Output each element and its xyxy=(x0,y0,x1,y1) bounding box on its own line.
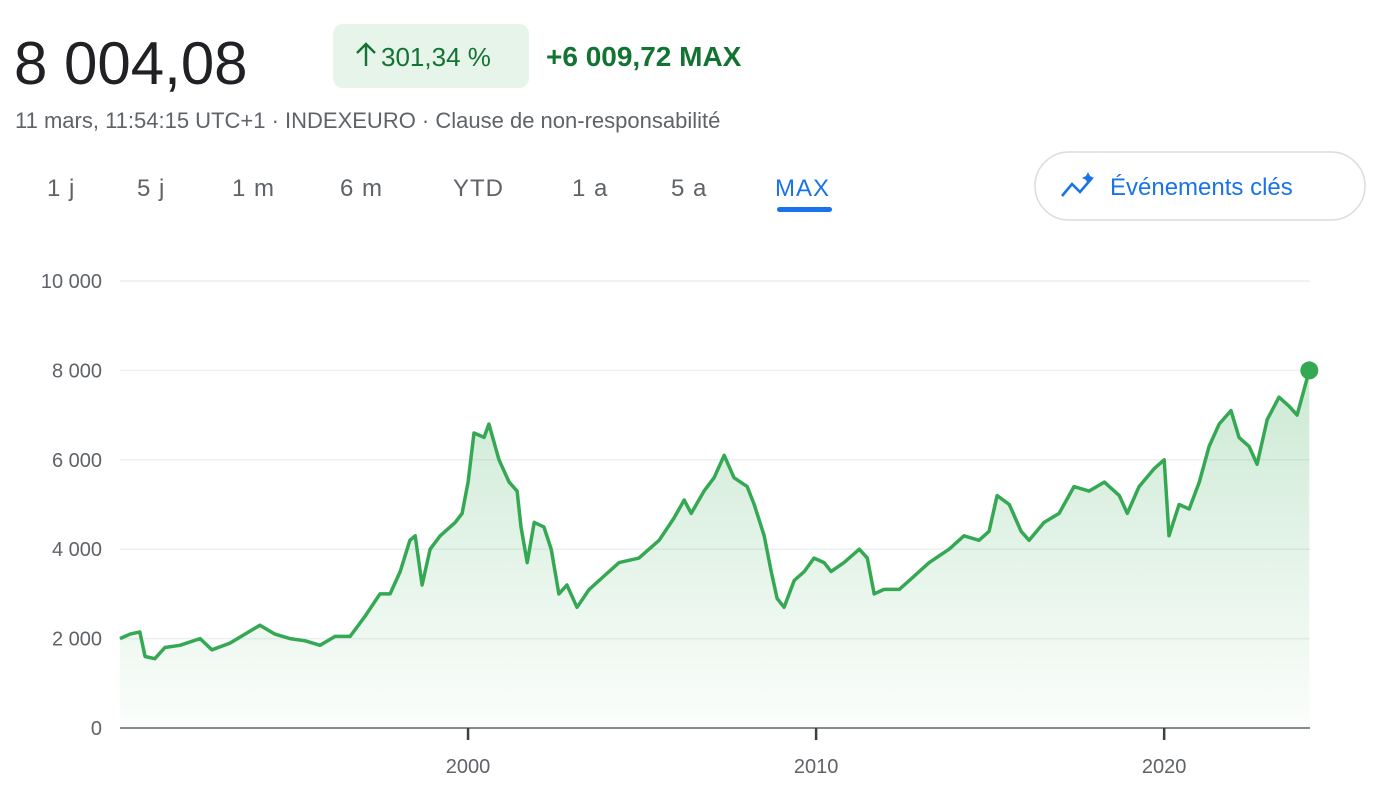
up-arrow xyxy=(356,42,376,66)
y-tick-label: 0 xyxy=(91,718,102,740)
range-tab[interactable]: YTD xyxy=(453,175,504,202)
range-tabs: 1 j 5 j 1 m 6 m YTD 1 a 5 a MAX xyxy=(47,175,833,212)
x-tick-label: 2010 xyxy=(794,756,839,778)
change-percent: 301,34 % xyxy=(381,42,491,72)
change-absolute: +6 009,72 MAX xyxy=(546,41,742,72)
button-outline[interactable] xyxy=(1034,151,1366,221)
area xyxy=(120,370,1310,728)
change-period: MAX xyxy=(679,41,742,72)
sparkle-icon xyxy=(1082,172,1094,184)
range-tab[interactable]: 1 a xyxy=(572,175,608,202)
events-icon xyxy=(1061,177,1093,197)
range-tab[interactable]: 6 m xyxy=(340,175,383,202)
range-tab[interactable]: 1 j xyxy=(47,175,75,202)
range-tab[interactable]: 5 j xyxy=(137,175,165,202)
y-tick-label: 8 000 xyxy=(52,360,102,382)
price: 8 004,08 xyxy=(14,30,248,97)
y-tick-label: 6 000 xyxy=(52,450,102,472)
price-line xyxy=(119,369,1311,661)
key-events-button[interactable]: Événements clés xyxy=(1034,151,1366,221)
range-tab[interactable]: MAX xyxy=(775,175,830,202)
change-badge xyxy=(333,24,529,88)
y-tick-label: 10 000 xyxy=(41,271,102,293)
last-point xyxy=(1300,361,1319,380)
subtitle: 11 mars, 11:54:15 UTC+1 · INDEXEURO · Cl… xyxy=(15,108,720,133)
y-tick-label: 4 000 xyxy=(52,539,102,561)
range-tab[interactable]: 5 a xyxy=(671,175,707,202)
active-tab-underline xyxy=(777,207,833,212)
y-tick-label: 2 000 xyxy=(52,629,102,651)
x-tick-label: 2020 xyxy=(1142,756,1187,778)
x-tick-label: 2000 xyxy=(446,756,491,778)
button-label[interactable]: Événements clés xyxy=(1110,174,1293,201)
change-value: +6 009,72 xyxy=(546,41,671,72)
range-tab[interactable]: 1 m xyxy=(232,175,275,202)
